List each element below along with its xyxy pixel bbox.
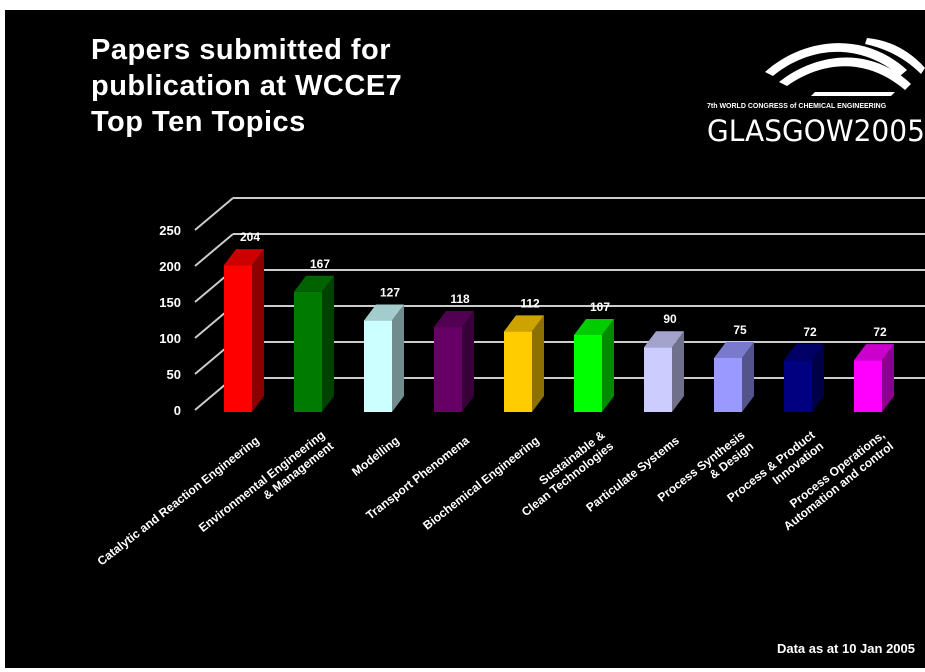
bar-side <box>462 311 474 412</box>
bar-value-label: 107 <box>590 300 610 314</box>
bar-side <box>322 275 334 412</box>
wcce7-glasgow-logo: 7th WORLD CONGRESS of CHEMICAL ENGINEERI… <box>707 38 925 148</box>
slide-title: Papers submitted for publication at WCCE… <box>91 32 402 140</box>
bar <box>784 360 812 412</box>
bar-top <box>714 342 754 358</box>
bar-value-label: 72 <box>873 325 887 339</box>
data-date-note: Data as at 10 Jan 2005 <box>776 641 915 656</box>
bar-top <box>574 318 614 335</box>
category-label: Environmental Engineering& Management <box>196 428 336 535</box>
value-labels: 204 167 127 118 112 107 90 75 72 72 <box>240 230 887 339</box>
category-label-line: Environmental Engineering <box>196 428 328 535</box>
bar-value-label: 72 <box>803 325 817 339</box>
y-tick-label: 200 <box>159 259 181 274</box>
title-line-3: Top Ten Topics <box>91 106 306 138</box>
y-axis-ticks: 0 50 100 150 200 250 <box>159 223 181 418</box>
bar-value-label: 167 <box>310 257 330 271</box>
y-tick-label: 100 <box>159 331 181 346</box>
bar-top <box>504 315 544 332</box>
bar <box>294 291 322 412</box>
logo-wordmark: GLASGOW2005 <box>707 114 925 148</box>
grid-line-diagonal <box>194 197 234 231</box>
bar-value-label: 118 <box>450 292 470 306</box>
bar-top <box>224 249 264 266</box>
logo-arcs-icon <box>765 38 925 96</box>
bar <box>364 320 392 412</box>
bar-top <box>294 275 334 292</box>
bar-top <box>644 331 684 348</box>
bars <box>224 249 894 412</box>
bar <box>574 334 602 412</box>
bar-side <box>392 304 404 412</box>
title-line-1: Papers submitted for <box>91 34 392 66</box>
y-tick-label: 0 <box>174 403 181 418</box>
bar-top <box>434 311 474 328</box>
bar-side <box>602 318 614 412</box>
bar-chart: 0 50 100 150 200 250 204 167 127 118 112 107 90 75 72… <box>95 197 925 569</box>
bar-side <box>812 344 824 412</box>
bar-side <box>532 315 544 412</box>
bar <box>644 347 672 412</box>
bar-value-label: 204 <box>240 230 260 244</box>
bar-value-label: 127 <box>380 286 400 300</box>
category-label-line: Modelling <box>349 433 402 479</box>
bar-value-label: 112 <box>520 296 540 310</box>
category-label: Modelling <box>349 433 402 479</box>
y-tick-label: 150 <box>159 295 181 310</box>
y-tick-label: 50 <box>167 367 181 382</box>
bar-side <box>672 331 684 412</box>
category-label-line: Biochemical Engineering <box>420 433 542 532</box>
bar <box>434 327 462 412</box>
bar-top <box>784 344 824 361</box>
title-line-2: publication at WCCE7 <box>91 70 403 102</box>
bar-top <box>854 344 894 361</box>
slide: Papers submitted for publication at WCCE… <box>5 10 925 668</box>
category-label: Biochemical Engineering <box>420 433 542 532</box>
bar-side <box>742 342 754 412</box>
category-labels: Catalytic and Reaction EngineeringEnviro… <box>95 428 897 569</box>
y-tick-label: 250 <box>159 223 181 238</box>
bar-value-label: 75 <box>733 323 747 337</box>
bar <box>854 360 882 412</box>
bar-side <box>882 344 894 412</box>
bar-value-label: 90 <box>663 312 677 326</box>
grid-line-diagonal <box>194 233 234 267</box>
logo-subtitle: 7th WORLD CONGRESS of CHEMICAL ENGINEERI… <box>707 103 887 110</box>
bar <box>224 265 252 412</box>
bar-top <box>364 304 404 321</box>
bar <box>504 331 532 412</box>
bar-side <box>252 249 264 412</box>
bar <box>714 358 742 412</box>
